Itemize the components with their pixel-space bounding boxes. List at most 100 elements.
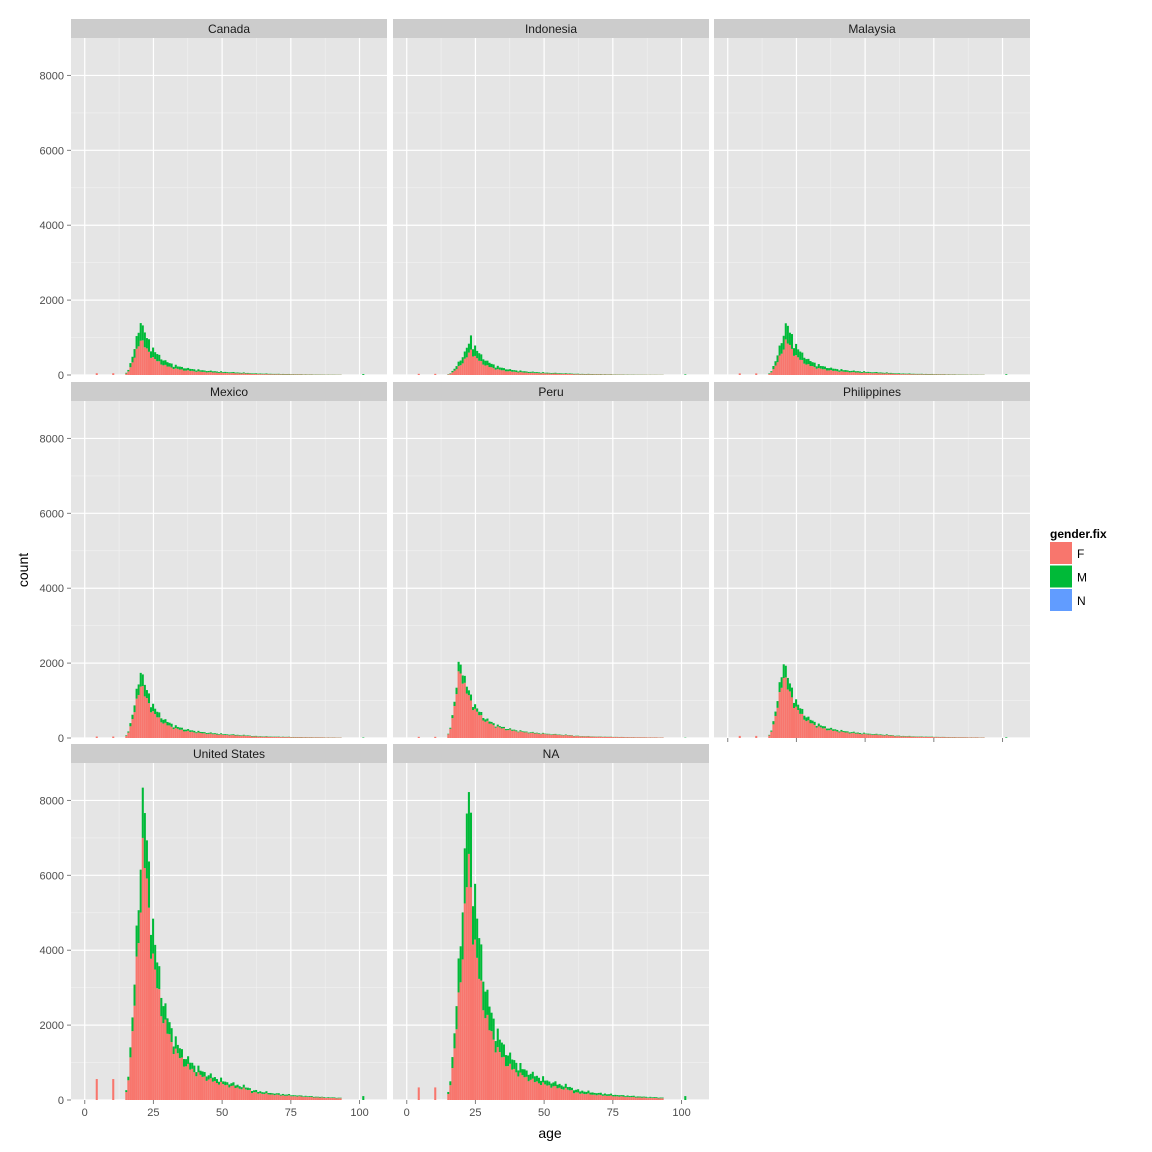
bar-segment-M (636, 1096, 639, 1098)
bar-segment-F (257, 374, 260, 375)
bar-segment-M (314, 1096, 317, 1098)
bar-segment-M (490, 363, 493, 368)
bar-segment-M (521, 1069, 524, 1076)
bar-segment-M (459, 360, 462, 366)
bar-segment-M (589, 1092, 592, 1095)
bar-segment-M (447, 1091, 450, 1095)
bar-segment-M (199, 1070, 202, 1075)
bar-segment-M (790, 687, 793, 698)
bar-segment-F (836, 731, 839, 738)
bar-segment-F (807, 720, 810, 738)
bar-segment-F (207, 1079, 210, 1100)
bar-segment-M (467, 343, 470, 353)
bar-segment-F (875, 373, 878, 375)
bar-segment-F (162, 1023, 165, 1100)
bar-segment-F (467, 695, 470, 738)
bar-segment-F (653, 1097, 656, 1100)
bar-segment-M (240, 372, 243, 374)
bar-segment-F (848, 733, 851, 738)
bar-segment-F (189, 370, 192, 375)
bar-segment-F (147, 351, 150, 375)
bar-segment-M (281, 1093, 284, 1096)
bar-segment-M (521, 371, 524, 373)
bar-segment-F (649, 737, 652, 738)
bar-segment-M (145, 690, 148, 699)
bar-segment-M (605, 1094, 609, 1096)
bar-segment-F (570, 735, 573, 738)
bar-segment-F (535, 1081, 538, 1100)
bar-segment-F (176, 368, 179, 375)
bar-segment-F (203, 733, 206, 738)
bar-segment-outlier (362, 1096, 365, 1100)
bar-segment-M (472, 349, 475, 357)
bar-segment-F (152, 357, 155, 375)
bar-segment-F (770, 731, 773, 738)
bar-segment-M (618, 1095, 621, 1097)
bar-segment-F (638, 1097, 641, 1100)
bar-segment-F (160, 722, 163, 738)
y-tick-label: 4000 (40, 583, 64, 595)
bar-segment-M (865, 733, 868, 735)
bar-segment-M (542, 372, 545, 374)
bar-segment-F (776, 707, 779, 738)
bar-segment-M (275, 1093, 278, 1095)
bar-segment-F (830, 729, 833, 738)
bar-segment-F (174, 1048, 177, 1100)
bar-segment-F (300, 1096, 303, 1100)
bar-segment-F (821, 728, 824, 738)
bar-segment-F (201, 1076, 204, 1100)
bar-segment-F (253, 736, 256, 738)
bar-segment-M (801, 352, 804, 360)
bar-segment-M (525, 371, 528, 373)
bar-segment-F (255, 373, 258, 375)
bar-segment-F (180, 1057, 183, 1100)
bar-segment-F (546, 1085, 549, 1100)
bar-segment-M (807, 358, 810, 365)
bar-segment-outlier (434, 373, 437, 375)
bar-segment-M (537, 372, 541, 374)
bar-segment-F (292, 737, 295, 738)
bar-segment-F (294, 374, 297, 375)
bar-segment-F (643, 1097, 646, 1100)
bar-segment-F (647, 1098, 650, 1100)
bar-segment-F (593, 1094, 596, 1100)
bar-segment-M (612, 1095, 615, 1097)
bar-segment-M (554, 372, 557, 374)
bar-segment-F (494, 1052, 497, 1100)
bar-segment-F (283, 1095, 287, 1100)
bar-segment-M (222, 734, 225, 735)
bar-segment-M (453, 368, 456, 371)
bar-segment-F (937, 737, 940, 738)
bar-segment-F (215, 734, 219, 738)
bar-segment-M (484, 360, 487, 366)
bar-segment-F (550, 373, 553, 375)
bar-segment-F (628, 1097, 631, 1100)
bar-segment-F (474, 355, 477, 375)
bar-segment-M (218, 372, 221, 373)
bar-segment-F (185, 731, 188, 738)
bar-segment-F (172, 369, 175, 375)
bar-segment-F (228, 1087, 231, 1100)
bar-segment-M (902, 373, 905, 375)
bar-segment-M (502, 726, 505, 729)
bar-segment-M (595, 1093, 598, 1096)
bar-segment-F (236, 1087, 239, 1100)
bar-segment-F (209, 1078, 212, 1100)
bar-segment-F (840, 731, 843, 738)
bar-segment-F (863, 372, 866, 375)
bar-segment-F (778, 692, 781, 738)
bar-segment-M (246, 372, 249, 374)
bar-segment-F (250, 736, 254, 738)
bar-segment-M (298, 1095, 301, 1097)
bar-segment-F (478, 978, 481, 1100)
bar-segment-M (451, 715, 454, 719)
bar-segment-F (269, 736, 272, 738)
bar-segment-F (638, 737, 641, 738)
bar-segment-F (850, 372, 853, 375)
bar-segment-M (197, 730, 200, 733)
bar-segment-M (127, 1076, 130, 1081)
bar-segment-F (591, 1094, 594, 1100)
bar-segment-F (537, 373, 541, 375)
bar-segment-F (844, 371, 847, 375)
bar-segment-M (129, 1047, 132, 1058)
